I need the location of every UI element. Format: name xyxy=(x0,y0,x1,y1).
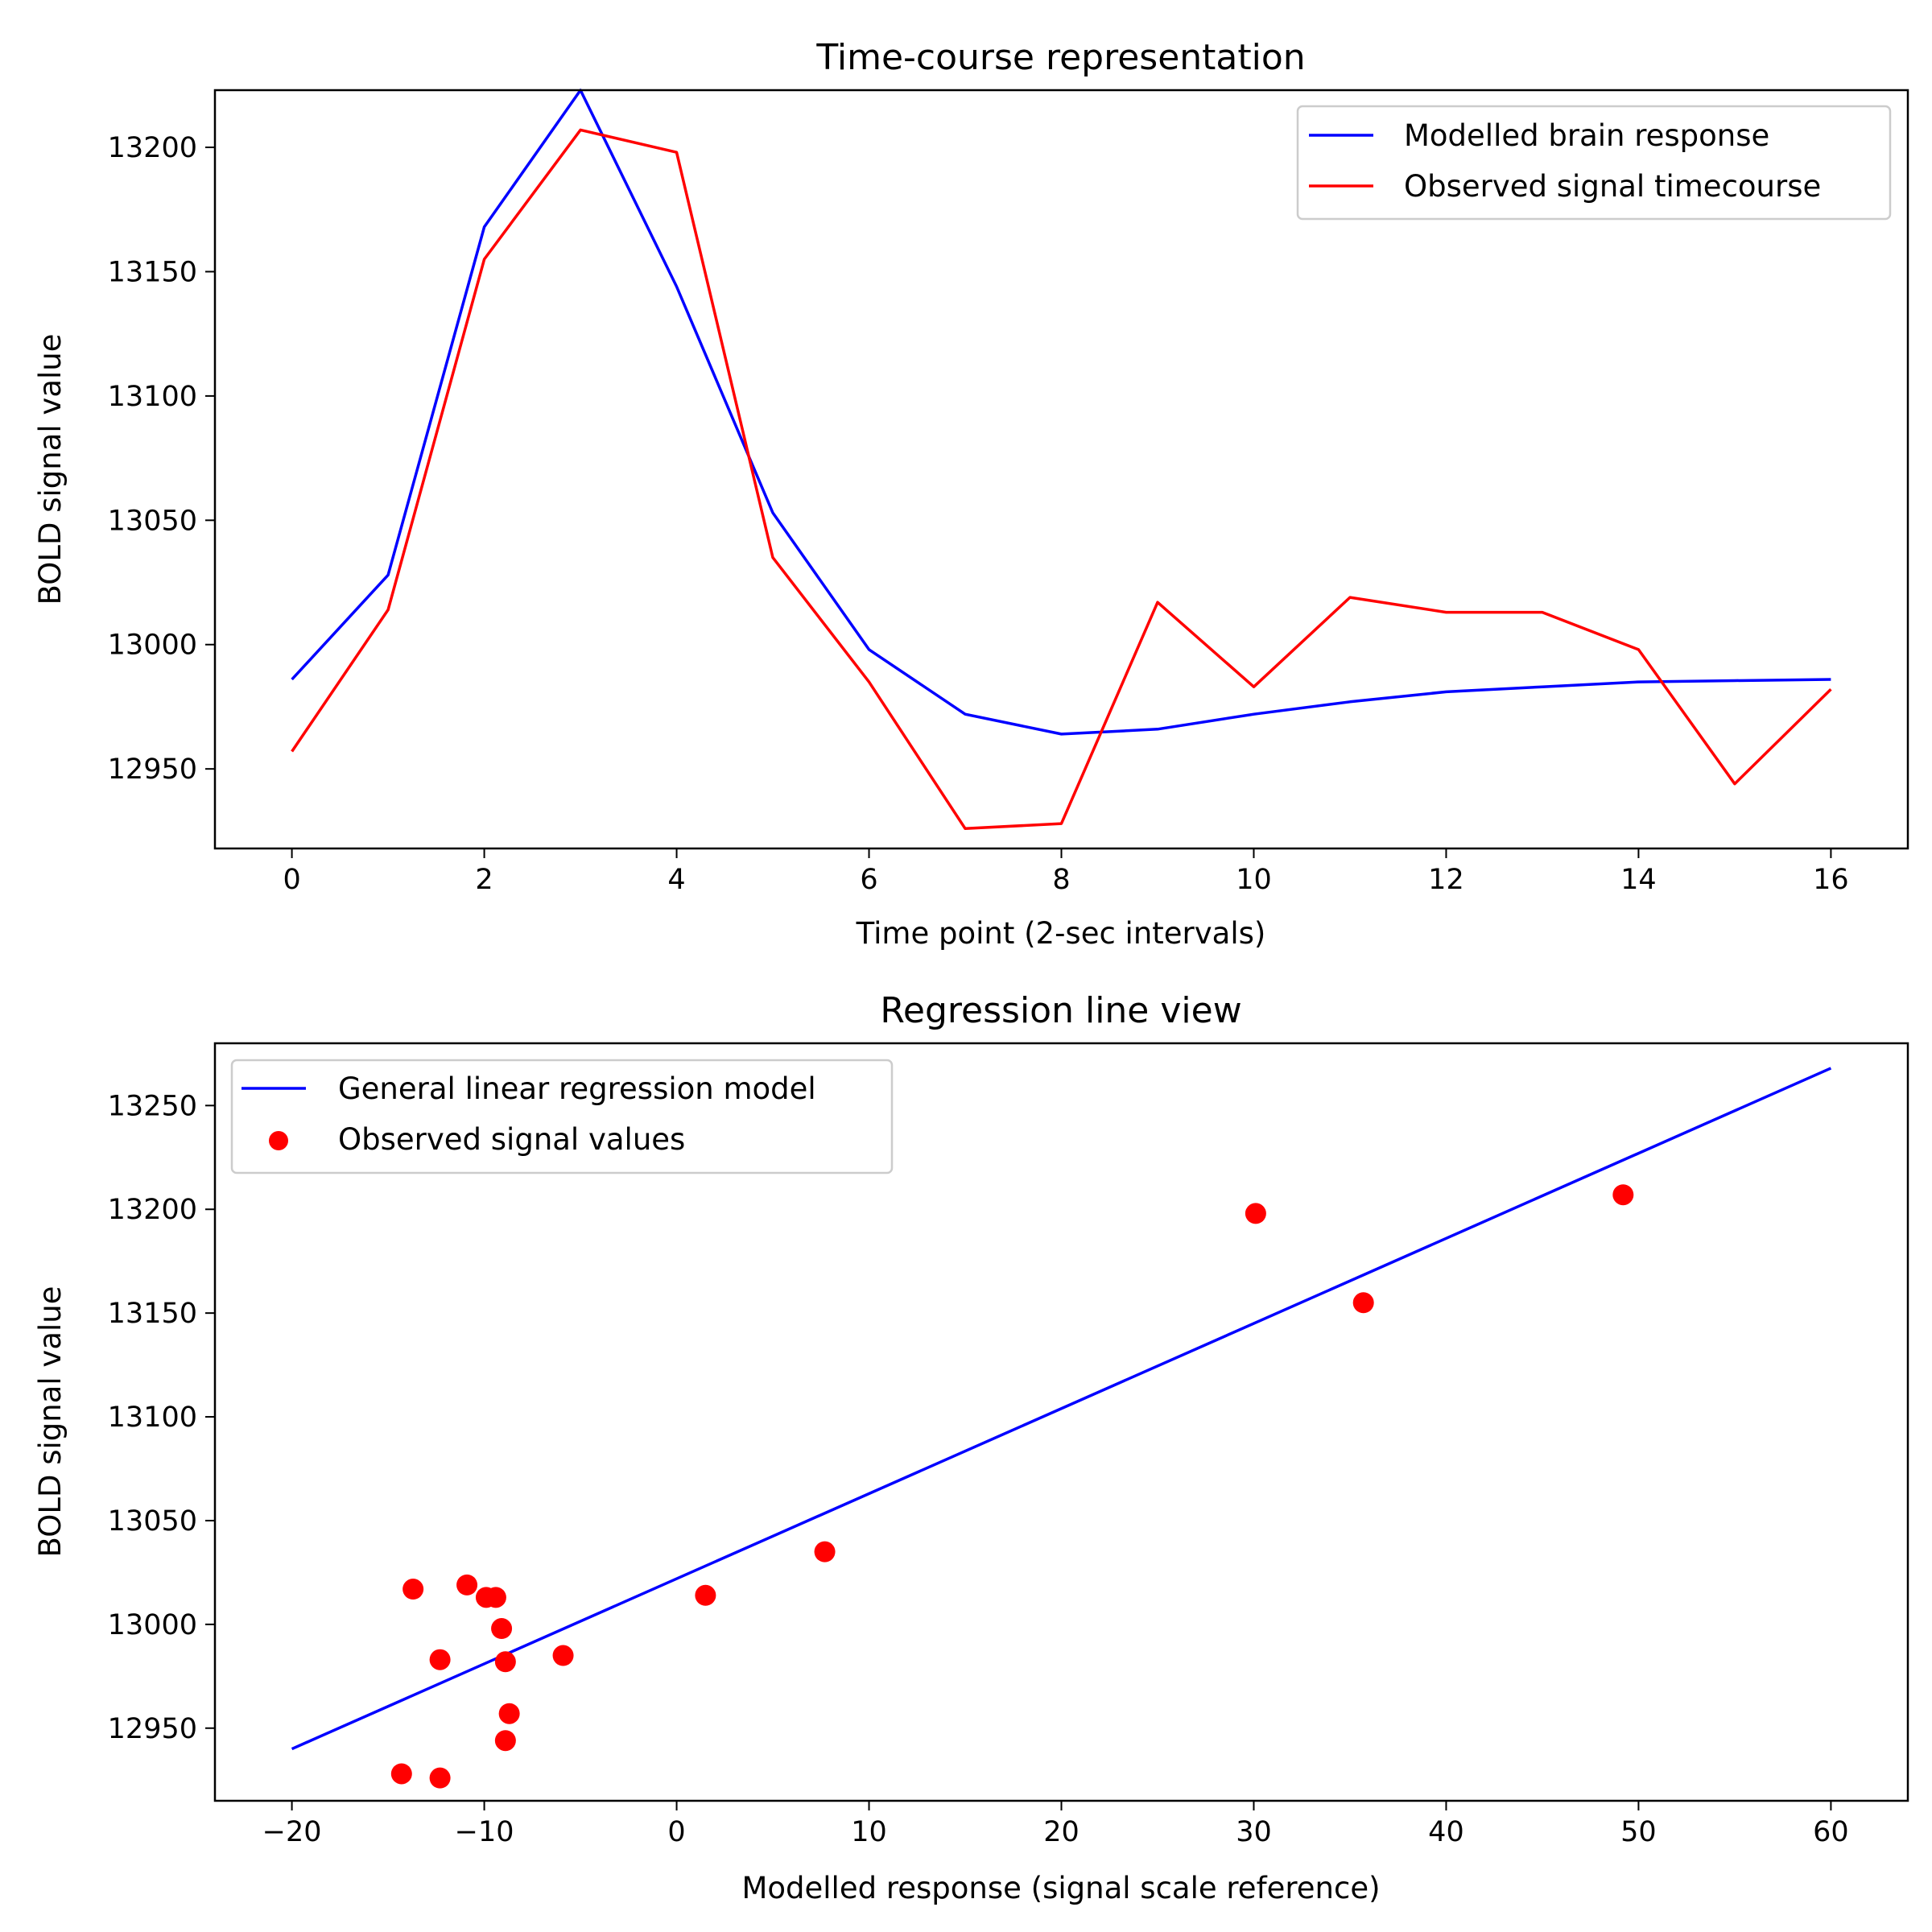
observed-point xyxy=(390,1763,412,1785)
chart-timecourse: Time-course representation 0 2 4 6 8 10 12 14 16… xyxy=(33,37,1909,951)
y-tick-label: 13150 xyxy=(108,256,197,288)
x-tick-label: 10 xyxy=(1236,864,1272,896)
x-tick-label: 10 xyxy=(851,1816,887,1848)
x-tick-label: 12 xyxy=(1428,864,1464,896)
chart-1-title: Time-course representation xyxy=(815,37,1305,78)
observed-point xyxy=(1245,1203,1266,1224)
modelled-response-line xyxy=(291,89,1831,736)
observed-point xyxy=(491,1618,513,1640)
chart-regression: Regression line view −20 −10 0 10 20 30 40 50 60… xyxy=(33,990,1909,1905)
x-tick-label: 14 xyxy=(1620,864,1657,896)
observed-point xyxy=(494,1730,516,1752)
y-tick-label: 13200 xyxy=(108,132,197,164)
observed-point xyxy=(552,1645,574,1666)
observed-point xyxy=(429,1767,451,1789)
y-tick-label: 13050 xyxy=(108,1505,197,1538)
y-tick-label: 13100 xyxy=(108,1402,197,1434)
chart-2-ylabel: BOLD signal value xyxy=(33,1286,68,1558)
legend-regression-label: General linear regression model xyxy=(338,1071,816,1106)
observed-point xyxy=(1612,1184,1634,1206)
observed-point xyxy=(1352,1292,1374,1314)
y-tick-label: 13150 xyxy=(108,1298,197,1330)
observed-timecourse-line xyxy=(291,128,1832,831)
observed-point xyxy=(814,1541,836,1563)
x-tick-label: 30 xyxy=(1236,1816,1272,1848)
chart-2-frame xyxy=(213,1042,1909,1802)
chart-1-legend-box xyxy=(1296,105,1892,221)
legend-modelled-label: Modelled brain response xyxy=(1404,118,1769,153)
observed-point xyxy=(485,1587,506,1608)
y-tick-label: 13000 xyxy=(108,1609,197,1641)
x-tick-label: 6 xyxy=(860,864,877,896)
chart-2-xlabel: Modelled response (signal scale referenc… xyxy=(741,1871,1380,1905)
legend-points-label: Observed signal values xyxy=(338,1122,685,1157)
legend-points-swatch xyxy=(269,1131,288,1150)
y-tick-label: 13000 xyxy=(108,630,197,662)
x-tick-label: 0 xyxy=(667,1816,685,1848)
x-tick-label: 50 xyxy=(1620,1816,1657,1848)
chart-1-ylabel: BOLD signal value xyxy=(33,334,68,605)
regression-line xyxy=(291,1067,1832,1751)
chart-2-marks xyxy=(291,1067,1832,1789)
x-tick-label: 0 xyxy=(283,864,300,896)
x-tick-label: 20 xyxy=(1043,1816,1080,1848)
y-tick-label: 13250 xyxy=(108,1090,197,1122)
observed-point xyxy=(494,1651,516,1673)
x-tick-label: 40 xyxy=(1428,1816,1464,1848)
y-tick-label: 12950 xyxy=(108,753,197,786)
x-tick-label: −10 xyxy=(455,1816,514,1848)
x-tick-label: 16 xyxy=(1813,864,1849,896)
chart-2-legend-box xyxy=(230,1059,894,1174)
chart-1-xlabel: Time point (2-sec intervals) xyxy=(856,916,1266,951)
legend-observed-label: Observed signal timecourse xyxy=(1404,169,1821,204)
chart-2-legend: General linear regression model Observed… xyxy=(230,1059,894,1174)
observed-point xyxy=(498,1703,520,1724)
chart-2-ticks: −20 −10 0 10 20 30 40 50 60 12950 13000 13050 13100 1… xyxy=(108,1090,1849,1848)
chart-1-legend: Modelled brain response Observed signal … xyxy=(1296,105,1892,221)
chart-1-frame xyxy=(213,89,1909,850)
observed-point xyxy=(402,1579,424,1600)
x-tick-label: 4 xyxy=(667,864,685,896)
x-tick-label: −20 xyxy=(262,1816,322,1848)
observed-point xyxy=(456,1574,478,1596)
observed-point xyxy=(695,1584,716,1606)
chart-2-title: Regression line view xyxy=(880,990,1241,1031)
chart-1-marks xyxy=(291,89,1832,831)
y-tick-label: 13200 xyxy=(108,1194,197,1226)
y-tick-label: 13050 xyxy=(108,505,197,537)
x-tick-label: 60 xyxy=(1813,1816,1849,1848)
y-tick-label: 13100 xyxy=(108,381,197,413)
x-tick-label: 8 xyxy=(1052,864,1070,896)
observed-point xyxy=(429,1649,451,1670)
y-tick-label: 12950 xyxy=(108,1713,197,1745)
x-tick-label: 2 xyxy=(475,864,493,896)
chart-1-ticks: 0 2 4 6 8 10 12 14 16 12950 13000 13050 13100 13150 13… xyxy=(108,132,1849,896)
